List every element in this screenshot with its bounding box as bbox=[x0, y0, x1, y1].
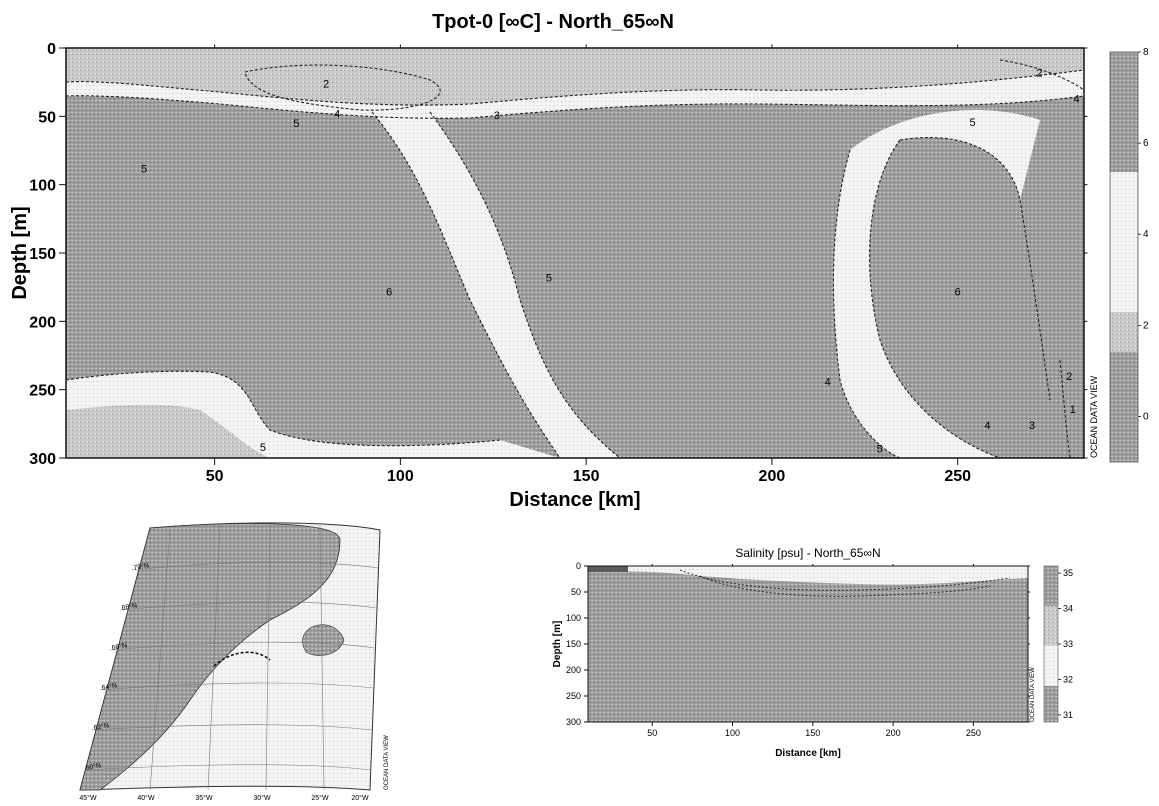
y-tick-label: 150 bbox=[566, 639, 581, 649]
contour-label: 4 bbox=[984, 420, 990, 432]
y-tick-label: 0 bbox=[576, 561, 581, 571]
contour-label: 3 bbox=[494, 110, 500, 122]
main-y-axis-label: Depth [m] bbox=[9, 206, 31, 299]
salinity-field-background bbox=[588, 566, 1028, 722]
colorbar-tick-label: 32 bbox=[1063, 674, 1073, 684]
contour-label: 6 bbox=[955, 286, 961, 298]
colorbar-tick-label: 4 bbox=[1143, 229, 1149, 240]
map-longitude-labels: 45°W 40°W 35°W 30°W 25°W 20°W bbox=[79, 794, 369, 802]
main-colorbar bbox=[1110, 52, 1138, 462]
map-lon-label: 40°W bbox=[137, 794, 155, 802]
y-tick-label: 200 bbox=[29, 314, 56, 331]
main-colorbar-ticks: 0 2 4 6 8 bbox=[1138, 47, 1149, 422]
y-tick-label: 50 bbox=[571, 587, 581, 597]
main-x-axis-label: Distance [km] bbox=[509, 489, 640, 511]
colorbar-tick-label: 2 bbox=[1143, 320, 1149, 331]
contour-label: 2 bbox=[323, 79, 329, 91]
salinity-chart-title: Salinity [psu] - North_65∞N bbox=[735, 546, 880, 560]
contour-label: 4 bbox=[334, 109, 340, 121]
x-tick-label: 100 bbox=[387, 468, 414, 485]
x-tick-label: 50 bbox=[647, 728, 657, 738]
x-tick-label: 150 bbox=[573, 468, 600, 485]
x-tick-label: 50 bbox=[206, 468, 224, 485]
map-lon-label: 25°W bbox=[311, 794, 329, 802]
map-lon-label: 45°W bbox=[79, 794, 97, 802]
y-tick-label: 100 bbox=[29, 178, 56, 195]
y-tick-label: 0 bbox=[47, 41, 56, 58]
colorbar-tick-label: 8 bbox=[1143, 47, 1149, 58]
main-watermark: OCEAN DATA VIEW bbox=[1089, 375, 1099, 458]
contour-label: 5 bbox=[141, 163, 147, 175]
salinity-x-axis-label: Distance [km] bbox=[775, 748, 841, 759]
contour-label: 2 bbox=[1036, 68, 1042, 80]
y-tick-label: 300 bbox=[566, 717, 581, 727]
contour-label: 3 bbox=[1029, 420, 1035, 432]
x-tick-label: 150 bbox=[805, 728, 820, 738]
colorbar-tick-label: 34 bbox=[1063, 604, 1073, 614]
map-lon-label: 35°W bbox=[195, 794, 213, 802]
contour-label: 5 bbox=[546, 273, 552, 285]
salinity-colorbar-ticks: 31 32 33 34 35 bbox=[1058, 568, 1073, 720]
colorbar-tick-label: 33 bbox=[1063, 639, 1073, 649]
contour-label: 6 bbox=[386, 286, 392, 298]
colorbar-tick-label: 35 bbox=[1063, 568, 1073, 578]
x-tick-label: 250 bbox=[944, 468, 971, 485]
y-tick-label: 150 bbox=[29, 246, 56, 263]
colorbar-tick-label: 31 bbox=[1063, 710, 1073, 720]
contour-label: 1 bbox=[1070, 404, 1076, 416]
salinity-fresh-patch bbox=[588, 566, 628, 572]
y-tick-label: 200 bbox=[566, 665, 581, 675]
salinity-colorbar bbox=[1044, 566, 1058, 722]
contour-label: 5 bbox=[969, 117, 975, 129]
y-tick-label: 300 bbox=[29, 451, 56, 468]
salinity-plot-area bbox=[588, 566, 1028, 722]
x-tick-label: 200 bbox=[759, 468, 786, 485]
contour-label: 5 bbox=[293, 118, 299, 130]
y-tick-label: 100 bbox=[566, 613, 581, 623]
contour-label: 5 bbox=[260, 442, 266, 454]
contour-label: 2 bbox=[1066, 371, 1072, 383]
x-tick-label: 200 bbox=[886, 728, 901, 738]
colorbar-tick-label: 6 bbox=[1143, 138, 1149, 149]
contour-label: 4 bbox=[1074, 94, 1080, 106]
salinity-y-axis-label: Depth [m] bbox=[552, 621, 563, 668]
y-tick-label: 50 bbox=[38, 109, 56, 126]
salinity-watermark: OCEAN DATA VIEW bbox=[1030, 667, 1036, 722]
contour-label: 5 bbox=[877, 443, 883, 455]
y-tick-label: 250 bbox=[29, 383, 56, 400]
y-tick-label: 250 bbox=[566, 691, 581, 701]
x-tick-label: 100 bbox=[725, 728, 740, 738]
map-lon-label: 20°W bbox=[351, 794, 369, 802]
contour-label: 4 bbox=[825, 376, 831, 388]
location-map bbox=[80, 523, 380, 790]
colorbar-tick-label: 0 bbox=[1143, 411, 1149, 422]
x-tick-label: 250 bbox=[966, 728, 981, 738]
map-lon-label: 30°W bbox=[253, 794, 271, 802]
main-plot-area bbox=[66, 48, 1084, 458]
main-chart-title: Tpot-0 [∞C] - North_65∞N bbox=[432, 11, 674, 33]
map-watermark: OCEAN DATA VIEW bbox=[384, 735, 390, 790]
